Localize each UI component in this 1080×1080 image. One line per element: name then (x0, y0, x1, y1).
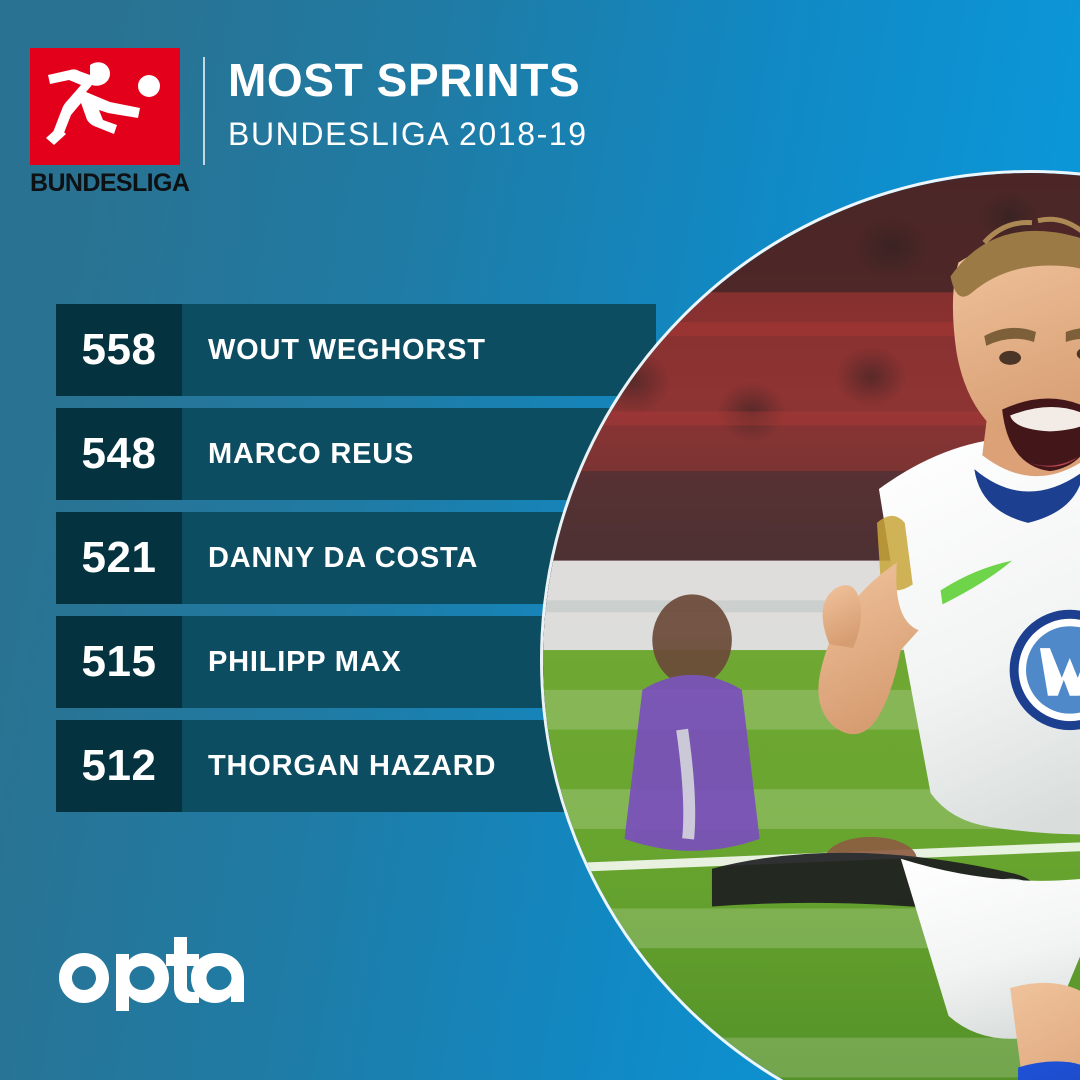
row-value: 521 (81, 533, 157, 582)
row-name: PHILIPP MAX (208, 645, 402, 678)
row-value-box: 521 (56, 512, 182, 604)
row-name: DANNY DA COSTA (208, 541, 479, 574)
row-value: 515 (81, 637, 157, 686)
page-subtitle: BUNDESLIGA 2018-19 (228, 116, 588, 153)
table-row: 548 MARCO REUS (56, 408, 656, 500)
row-value-box: 512 (56, 720, 182, 812)
bundesliga-wordmark: BUNDESLIGA (30, 169, 190, 197)
header: BUNDESLIGA MOST SPRINTS BUNDESLIGA 2018-… (0, 0, 1080, 220)
bundesliga-logo: BUNDESLIGA (30, 48, 190, 196)
row-value-box: 548 (56, 408, 182, 500)
row-value: 548 (81, 429, 157, 478)
opta-logo (58, 935, 244, 1011)
row-value: 512 (81, 741, 157, 790)
bundesliga-mark-icon (30, 48, 180, 165)
row-value: 558 (81, 325, 157, 374)
row-name: THORGAN HAZARD (208, 749, 497, 782)
page-title: MOST SPRINTS (228, 54, 581, 106)
title-group: MOST SPRINTS BUNDESLIGA 2018-19 (228, 54, 588, 153)
player-photo (543, 173, 1080, 1080)
row-value-box: 515 (56, 616, 182, 708)
player-photo-circle (540, 170, 1080, 1080)
row-value-box: 558 (56, 304, 182, 396)
row-name: WOUT WEGHORST (208, 333, 486, 366)
header-divider (203, 57, 205, 165)
row-name: MARCO REUS (208, 437, 415, 470)
